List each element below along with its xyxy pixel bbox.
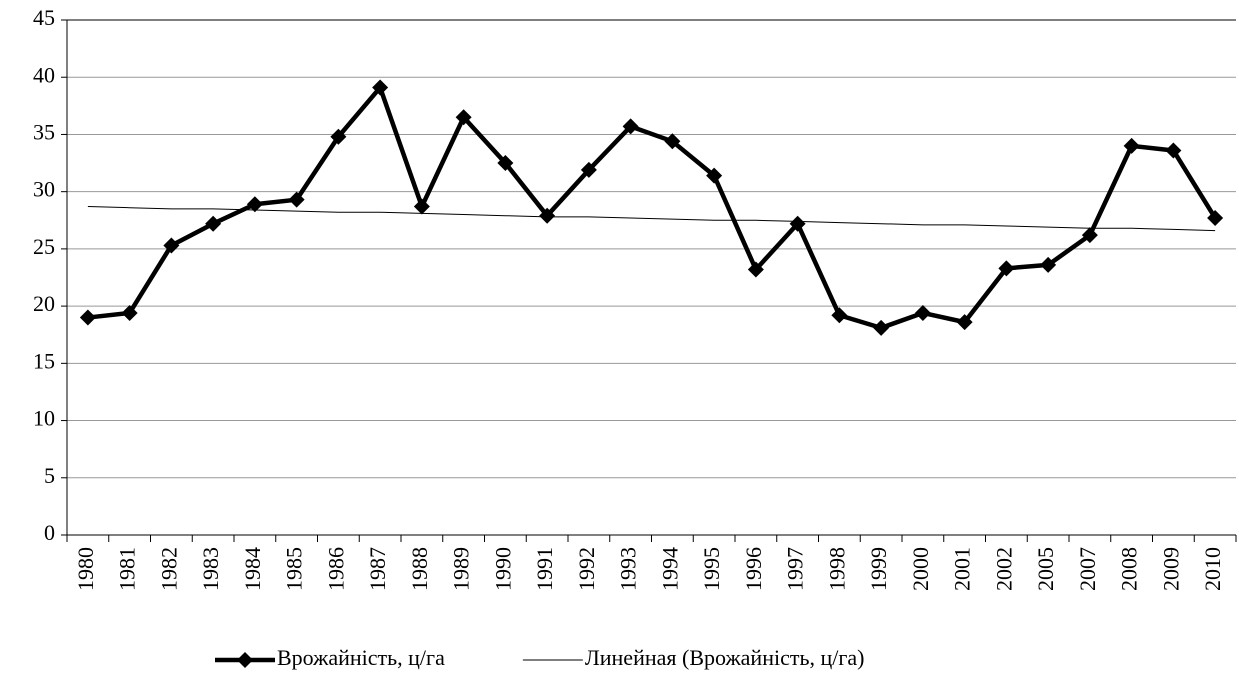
marker: [831, 307, 848, 324]
x-tick-label: 1987: [365, 547, 390, 591]
x-tick-label: 1985: [282, 547, 307, 591]
marker: [873, 319, 890, 336]
x-tick-label: 1984: [240, 547, 265, 591]
marker: [330, 128, 347, 145]
y-tick-label: 10: [33, 406, 55, 431]
marker: [79, 309, 96, 326]
y-tick-label: 25: [33, 234, 55, 259]
trend-line: [87, 206, 1216, 232]
y-tick-label: 20: [33, 291, 55, 316]
x-tick-label: 1988: [407, 547, 432, 591]
x-tick-label: 1986: [323, 547, 348, 591]
marker: [1123, 137, 1140, 154]
x-tick-label: 1995: [699, 547, 724, 591]
marker: [1207, 209, 1224, 226]
y-tick-label: 35: [33, 119, 55, 144]
y-tick-label: 45: [33, 5, 55, 30]
marker: [1165, 142, 1182, 159]
marker: [914, 304, 931, 321]
y-tick-label: 30: [33, 177, 55, 202]
x-tick-label: 1983: [198, 547, 223, 591]
marker: [789, 215, 806, 232]
marker: [747, 261, 764, 278]
marker: [706, 167, 723, 184]
marker: [246, 196, 263, 213]
legend-label: Врожайність, ц/га: [277, 645, 445, 670]
marker: [497, 155, 514, 172]
legend-label: Линейная (Врожайність, ц/га): [585, 645, 865, 670]
x-tick-label: 1994: [657, 547, 682, 591]
x-tick-label: 2005: [1033, 547, 1058, 591]
x-tick-label: 1981: [115, 547, 140, 591]
marker: [664, 133, 681, 150]
legend-marker: [237, 652, 253, 668]
marker: [1081, 227, 1098, 244]
x-tick-label: 1999: [866, 547, 891, 591]
x-tick-label: 1997: [783, 547, 808, 591]
x-tick-label: 2001: [950, 547, 975, 591]
x-tick-label: 1982: [156, 547, 181, 591]
marker: [1040, 256, 1057, 273]
x-tick-label: 2007: [1075, 547, 1100, 591]
x-tick-label: 2009: [1158, 547, 1183, 591]
x-tick-label: 2000: [908, 547, 933, 591]
x-tick-label: 2008: [1117, 547, 1142, 591]
marker: [121, 304, 138, 321]
x-tick-label: 1998: [824, 547, 849, 591]
x-tick-label: 1991: [532, 547, 557, 591]
marker: [455, 109, 472, 126]
x-tick-label: 1990: [490, 547, 515, 591]
marker: [205, 215, 222, 232]
marker: [539, 207, 556, 224]
x-tick-label: 2002: [991, 547, 1016, 591]
marker: [580, 161, 597, 178]
y-tick-label: 5: [44, 463, 55, 488]
y-tick-label: 40: [33, 62, 55, 87]
marker: [622, 118, 639, 135]
marker: [998, 260, 1015, 277]
y-tick-label: 0: [44, 520, 55, 545]
marker: [163, 237, 180, 254]
marker: [288, 191, 305, 208]
x-tick-label: 1992: [574, 547, 599, 591]
marker: [956, 314, 973, 331]
x-tick-label: 1989: [449, 547, 474, 591]
marker: [372, 79, 389, 96]
marker: [413, 198, 430, 215]
x-tick-label: 2010: [1200, 547, 1225, 591]
x-tick-label: 1996: [741, 547, 766, 591]
x-tick-label: 1980: [73, 547, 98, 591]
data-line: [87, 85, 1218, 331]
y-tick-label: 15: [33, 348, 55, 373]
x-tick-label: 1993: [616, 547, 641, 591]
